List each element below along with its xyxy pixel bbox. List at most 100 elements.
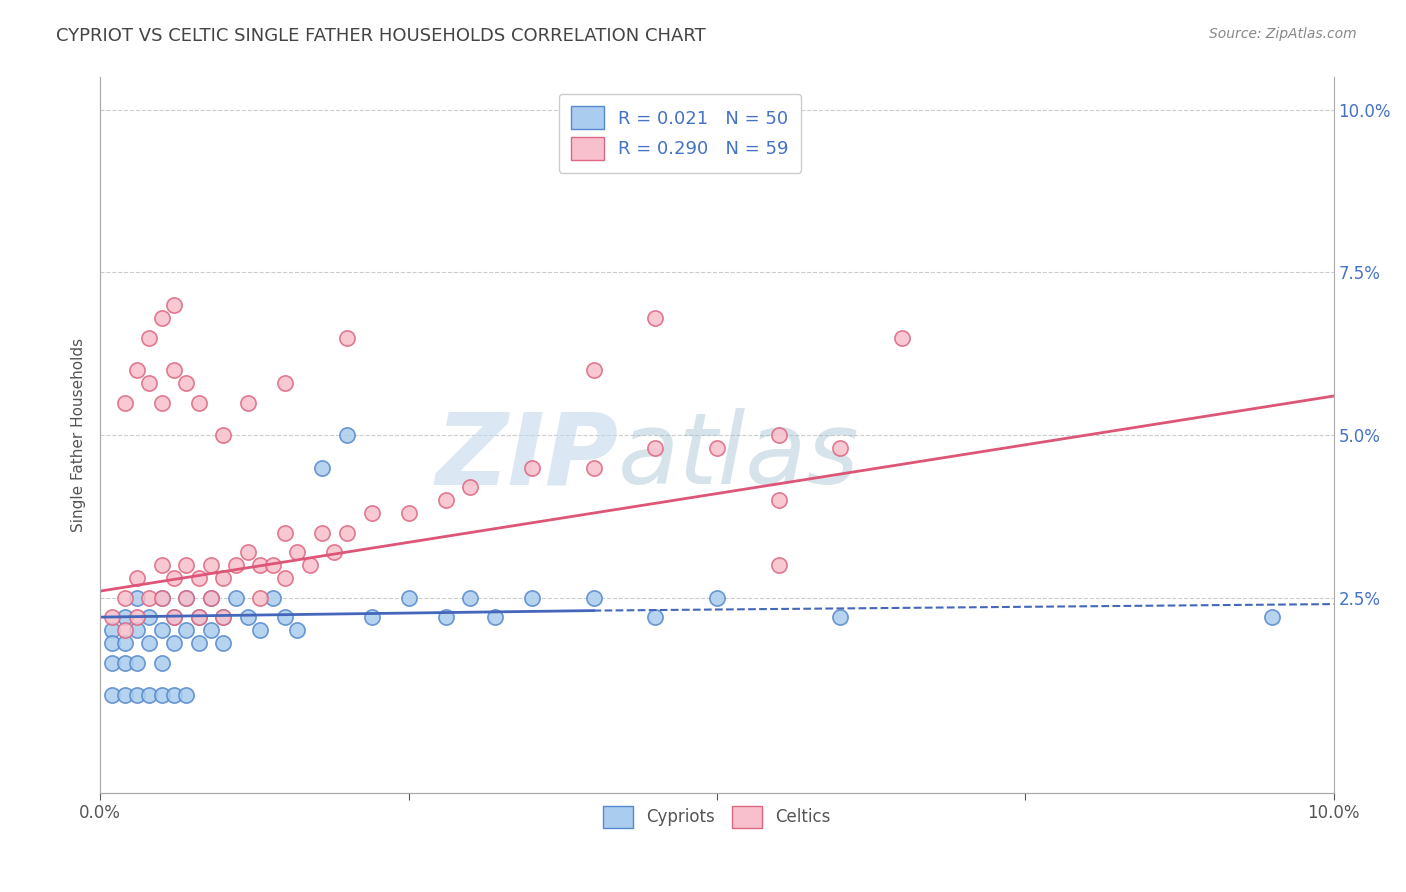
Point bbox=[323, 545, 346, 559]
Point bbox=[484, 610, 506, 624]
Point bbox=[101, 636, 124, 650]
Point bbox=[212, 571, 235, 585]
Point bbox=[262, 591, 284, 605]
Point bbox=[644, 311, 666, 326]
Point bbox=[249, 591, 271, 605]
Point bbox=[249, 623, 271, 637]
Point bbox=[768, 428, 790, 442]
Point bbox=[225, 558, 247, 573]
Point bbox=[150, 591, 173, 605]
Point bbox=[212, 636, 235, 650]
Point bbox=[187, 571, 209, 585]
Point bbox=[150, 688, 173, 702]
Point bbox=[287, 623, 309, 637]
Point bbox=[176, 376, 198, 390]
Point bbox=[138, 591, 160, 605]
Point bbox=[768, 493, 790, 508]
Point bbox=[138, 610, 160, 624]
Point bbox=[163, 636, 186, 650]
Point bbox=[187, 395, 209, 409]
Point bbox=[458, 591, 481, 605]
Y-axis label: Single Father Households: Single Father Households bbox=[72, 338, 86, 533]
Point bbox=[274, 376, 297, 390]
Point bbox=[360, 610, 382, 624]
Point bbox=[163, 688, 186, 702]
Point bbox=[212, 610, 235, 624]
Point bbox=[398, 506, 420, 520]
Point bbox=[200, 558, 222, 573]
Point bbox=[150, 656, 173, 670]
Point bbox=[582, 460, 605, 475]
Point bbox=[187, 636, 209, 650]
Point bbox=[706, 591, 728, 605]
Point bbox=[150, 558, 173, 573]
Point bbox=[127, 688, 149, 702]
Point bbox=[138, 636, 160, 650]
Point bbox=[212, 610, 235, 624]
Point bbox=[225, 591, 247, 605]
Point bbox=[236, 545, 259, 559]
Point bbox=[287, 545, 309, 559]
Point bbox=[150, 395, 173, 409]
Point bbox=[212, 428, 235, 442]
Point bbox=[176, 591, 198, 605]
Point bbox=[101, 610, 124, 624]
Point bbox=[336, 428, 359, 442]
Point bbox=[127, 610, 149, 624]
Point bbox=[582, 591, 605, 605]
Text: atlas: atlas bbox=[619, 408, 860, 505]
Point bbox=[274, 571, 297, 585]
Point bbox=[236, 610, 259, 624]
Point bbox=[200, 591, 222, 605]
Point bbox=[434, 493, 457, 508]
Text: ZIP: ZIP bbox=[436, 408, 619, 505]
Point bbox=[768, 558, 790, 573]
Point bbox=[163, 298, 186, 312]
Point bbox=[176, 623, 198, 637]
Text: CYPRIOT VS CELTIC SINGLE FATHER HOUSEHOLDS CORRELATION CHART: CYPRIOT VS CELTIC SINGLE FATHER HOUSEHOL… bbox=[56, 27, 706, 45]
Point bbox=[101, 656, 124, 670]
Point bbox=[176, 591, 198, 605]
Point bbox=[101, 623, 124, 637]
Point bbox=[127, 591, 149, 605]
Point bbox=[520, 460, 543, 475]
Point bbox=[200, 591, 222, 605]
Point bbox=[114, 610, 136, 624]
Point bbox=[830, 610, 852, 624]
Legend: Cypriots, Celtics: Cypriots, Celtics bbox=[596, 799, 838, 834]
Point bbox=[163, 571, 186, 585]
Point bbox=[187, 610, 209, 624]
Point bbox=[176, 558, 198, 573]
Point bbox=[150, 591, 173, 605]
Point bbox=[249, 558, 271, 573]
Point bbox=[274, 610, 297, 624]
Point bbox=[311, 525, 333, 540]
Point bbox=[311, 460, 333, 475]
Point bbox=[644, 441, 666, 455]
Point bbox=[434, 610, 457, 624]
Point bbox=[114, 636, 136, 650]
Point bbox=[163, 363, 186, 377]
Point bbox=[398, 591, 420, 605]
Point bbox=[150, 311, 173, 326]
Point bbox=[114, 688, 136, 702]
Point bbox=[127, 571, 149, 585]
Point bbox=[163, 610, 186, 624]
Point bbox=[360, 506, 382, 520]
Point bbox=[1261, 610, 1284, 624]
Point bbox=[298, 558, 321, 573]
Point bbox=[336, 525, 359, 540]
Point bbox=[830, 441, 852, 455]
Text: Source: ZipAtlas.com: Source: ZipAtlas.com bbox=[1209, 27, 1357, 41]
Point bbox=[138, 376, 160, 390]
Point bbox=[890, 330, 912, 344]
Point bbox=[187, 610, 209, 624]
Point bbox=[582, 363, 605, 377]
Point bbox=[644, 610, 666, 624]
Point bbox=[138, 330, 160, 344]
Point bbox=[114, 656, 136, 670]
Point bbox=[138, 688, 160, 702]
Point bbox=[458, 480, 481, 494]
Point bbox=[706, 441, 728, 455]
Point bbox=[163, 610, 186, 624]
